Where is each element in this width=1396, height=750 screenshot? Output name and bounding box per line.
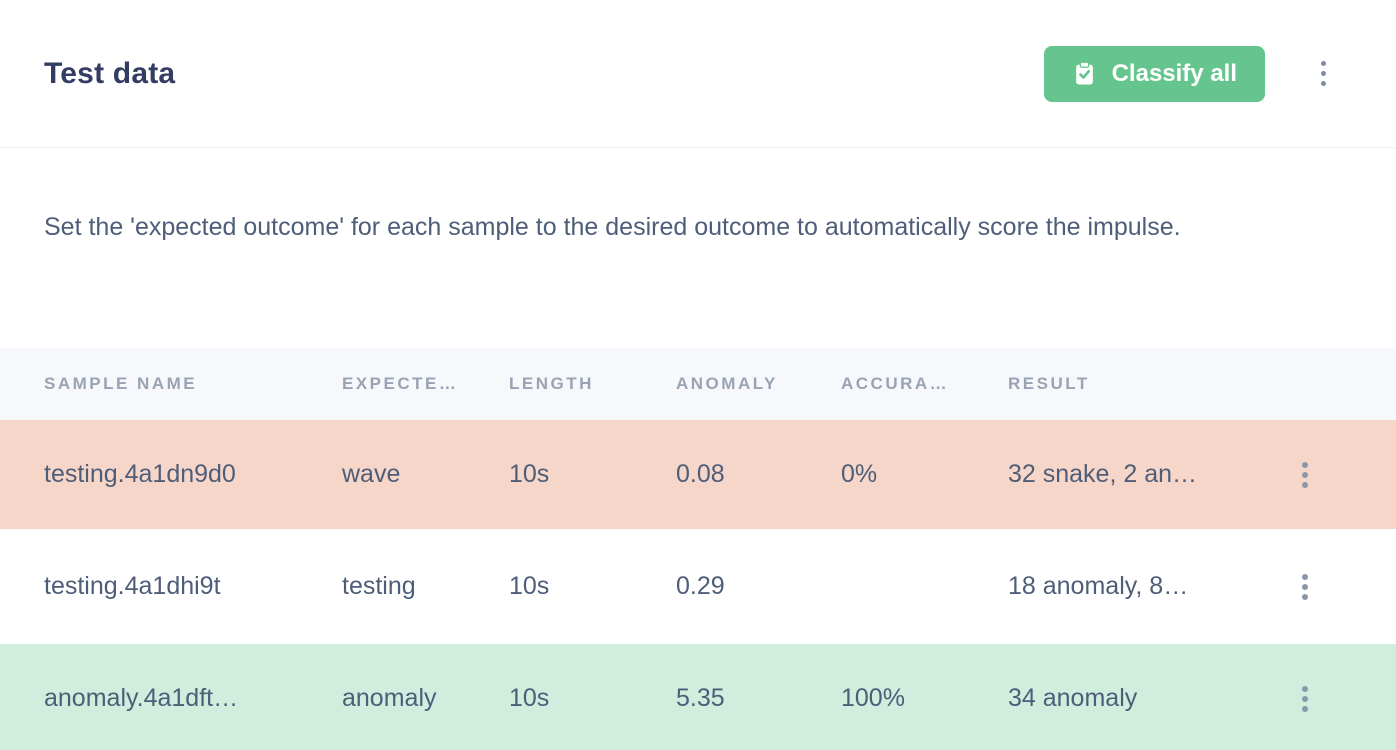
cell-expected-outcome: wave bbox=[342, 460, 401, 488]
cell-result: 34 anomaly bbox=[1008, 684, 1138, 712]
cell-anomaly: 0.29 bbox=[676, 572, 725, 600]
classify-all-button[interactable]: Classify all bbox=[1043, 45, 1265, 102]
cell-expected-outcome: anomaly bbox=[342, 684, 437, 712]
cell-sample-name: testing.4a1dn9d0 bbox=[44, 460, 236, 488]
description-section: Set the 'expected outcome' for each samp… bbox=[0, 148, 1396, 348]
cell-actions bbox=[1270, 456, 1340, 494]
column-header-anomaly: ANOMALY bbox=[676, 374, 778, 393]
page-header: Test data Classify all bbox=[0, 0, 1396, 148]
cell-accuracy: 100% bbox=[841, 684, 905, 712]
cell-length: 10s bbox=[509, 684, 550, 712]
table-row[interactable]: testing.4a1dhi9t testing 10s 0.29 18 ano… bbox=[0, 532, 1396, 644]
classify-all-label: Classify all bbox=[1111, 59, 1237, 87]
test-samples-table: SAMPLE NAME EXPECTE… LENGTH ANOMALY ACCURA… R… bbox=[0, 348, 1396, 750]
cell-anomaly: 5.35 bbox=[676, 684, 725, 712]
kebab-menu-icon bbox=[1302, 573, 1308, 600]
table-body: testing.4a1dn9d0 wave 10s 0.08 0% 32 sna… bbox=[0, 420, 1396, 750]
column-header-expected: EXPECTE… bbox=[342, 374, 459, 393]
column-header-length: LENGTH bbox=[509, 374, 594, 393]
table-header-row: SAMPLE NAME EXPECTE… LENGTH ANOMALY ACCURA… R… bbox=[0, 348, 1396, 420]
table-row[interactable]: anomaly.4a1dft… anomaly 10s 5.35 100% 34… bbox=[0, 644, 1396, 750]
column-header-result: RESULT bbox=[1008, 374, 1090, 393]
cell-result: 32 snake, 2 an… bbox=[1008, 460, 1198, 488]
cell-accuracy: 0% bbox=[841, 460, 878, 488]
page-menu-button[interactable] bbox=[1315, 55, 1332, 92]
cell-actions bbox=[1270, 680, 1340, 718]
clipboard-check-icon bbox=[1072, 61, 1097, 86]
cell-expected-outcome: testing bbox=[342, 572, 416, 600]
cell-sample-name: anomaly.4a1dft… bbox=[44, 684, 239, 712]
row-menu-button[interactable] bbox=[1296, 456, 1314, 494]
cell-sample-name: testing.4a1dhi9t bbox=[44, 572, 221, 600]
row-menu-button[interactable] bbox=[1296, 568, 1314, 606]
cell-actions bbox=[1270, 568, 1340, 606]
cell-anomaly: 0.08 bbox=[676, 460, 725, 488]
description-text: Set the 'expected outcome' for each samp… bbox=[44, 213, 1181, 241]
kebab-menu-icon bbox=[1302, 685, 1308, 712]
cell-length: 10s bbox=[509, 572, 550, 600]
page-title: Test data bbox=[44, 56, 176, 90]
column-header-accuracy: ACCURA… bbox=[841, 374, 950, 393]
column-header-sample_name: SAMPLE NAME bbox=[44, 374, 198, 393]
cell-result: 18 anomaly, 8… bbox=[1008, 572, 1189, 600]
header-actions: Classify all bbox=[1043, 45, 1332, 102]
table-row[interactable]: testing.4a1dn9d0 wave 10s 0.08 0% 32 sna… bbox=[0, 420, 1396, 532]
kebab-menu-icon bbox=[1321, 61, 1326, 86]
cell-length: 10s bbox=[509, 460, 550, 488]
row-menu-button[interactable] bbox=[1296, 680, 1314, 718]
kebab-menu-icon bbox=[1302, 461, 1308, 488]
